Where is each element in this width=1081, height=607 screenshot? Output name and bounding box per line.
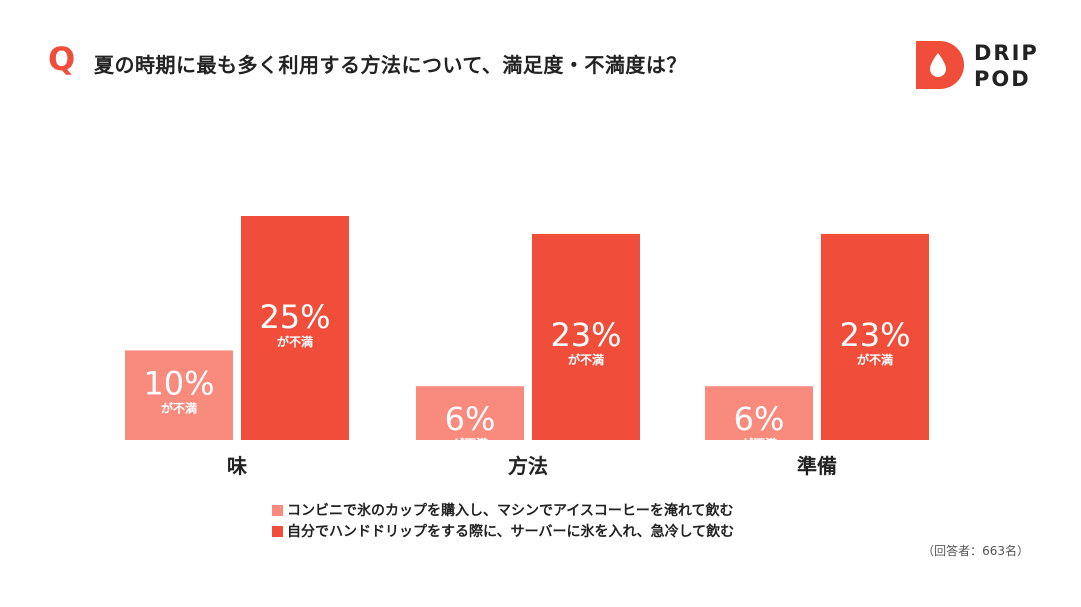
data-sublabel: が不満 bbox=[568, 352, 604, 367]
data-sublabel: が不満 bbox=[452, 436, 488, 451]
legend-item: コンビニで氷のカップを購入し、マシンでアイスコーヒーを淹れて飲む bbox=[272, 500, 734, 521]
q-mark: Q bbox=[48, 40, 76, 78]
legend: コンビニで氷のカップを購入し、マシンでアイスコーヒーを淹れて飲む 自分でハンドド… bbox=[272, 500, 734, 542]
legend-item: 自分でハンドドリップをする際に、サーバーに氷を入れ、急冷して飲む bbox=[272, 521, 734, 542]
bar bbox=[532, 233, 640, 440]
logo-line-1: DRIP bbox=[974, 41, 1039, 65]
page-title: 夏の時期に最も多く利用する方法について、満足度・不満度は？ bbox=[94, 53, 687, 77]
category-label: 方法 bbox=[508, 454, 548, 478]
data-label: 10% bbox=[143, 364, 214, 402]
data-label: 23% bbox=[550, 316, 621, 354]
bar bbox=[705, 386, 813, 440]
category-label: 準備 bbox=[797, 454, 837, 478]
data-label: 23% bbox=[839, 316, 910, 354]
bar bbox=[416, 386, 524, 440]
drip-pod-logo: DRIP POD bbox=[916, 41, 1040, 91]
data-label: 25% bbox=[259, 298, 330, 336]
legend-swatch-dark bbox=[272, 526, 283, 537]
data-label: 6% bbox=[445, 400, 496, 438]
data-sublabel: が不満 bbox=[161, 400, 197, 415]
legend-label: コンビニで氷のカップを購入し、マシンでアイスコーヒーを淹れて飲む bbox=[287, 502, 734, 519]
drop-icon bbox=[916, 41, 964, 89]
bar bbox=[241, 216, 349, 440]
legend-swatch-light bbox=[272, 505, 283, 516]
bar bbox=[821, 233, 929, 440]
data-sublabel: が不満 bbox=[741, 436, 777, 451]
logo-line-2: POD bbox=[974, 67, 1031, 91]
category-label: 味 bbox=[227, 454, 247, 478]
data-label: 6% bbox=[734, 400, 785, 438]
data-sublabel: が不満 bbox=[857, 352, 893, 367]
legend-label: 自分でハンドドリップをする際に、サーバーに氷を入れ、急冷して飲む bbox=[287, 523, 735, 540]
bar bbox=[125, 350, 233, 440]
data-sublabel: が不満 bbox=[277, 334, 313, 349]
respondent-note: （回答者：663名） bbox=[922, 544, 1029, 558]
